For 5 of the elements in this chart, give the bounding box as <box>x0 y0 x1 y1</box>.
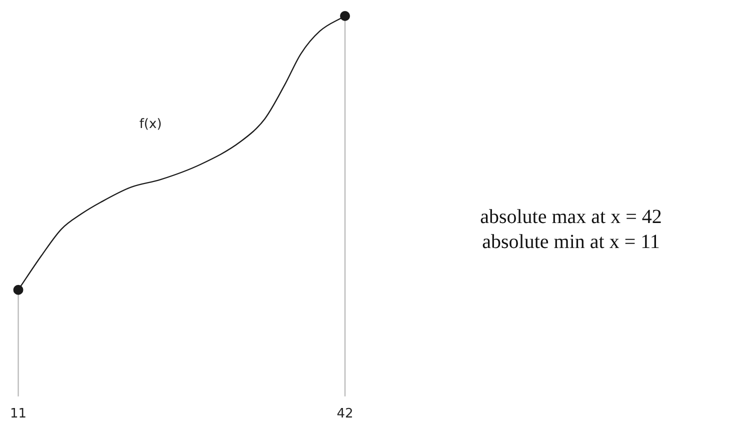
text: absolute max at x = 42 <box>479 205 663 230</box>
x-tick-label: 11 <box>10 406 27 422</box>
x-tick-label: 42 <box>336 406 354 422</box>
text: absolute min at x = 11 <box>481 230 661 255</box>
text: f(x) <box>139 116 162 132</box>
